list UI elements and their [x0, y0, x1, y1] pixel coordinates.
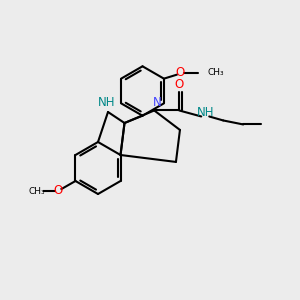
Text: NH: NH: [98, 97, 116, 110]
Text: NH: NH: [196, 106, 214, 119]
Text: O: O: [54, 184, 63, 197]
Text: O: O: [175, 78, 184, 91]
Text: N: N: [153, 96, 162, 109]
Text: CH₃: CH₃: [208, 68, 224, 77]
Text: CH₃: CH₃: [28, 187, 45, 196]
Text: O: O: [175, 66, 184, 79]
